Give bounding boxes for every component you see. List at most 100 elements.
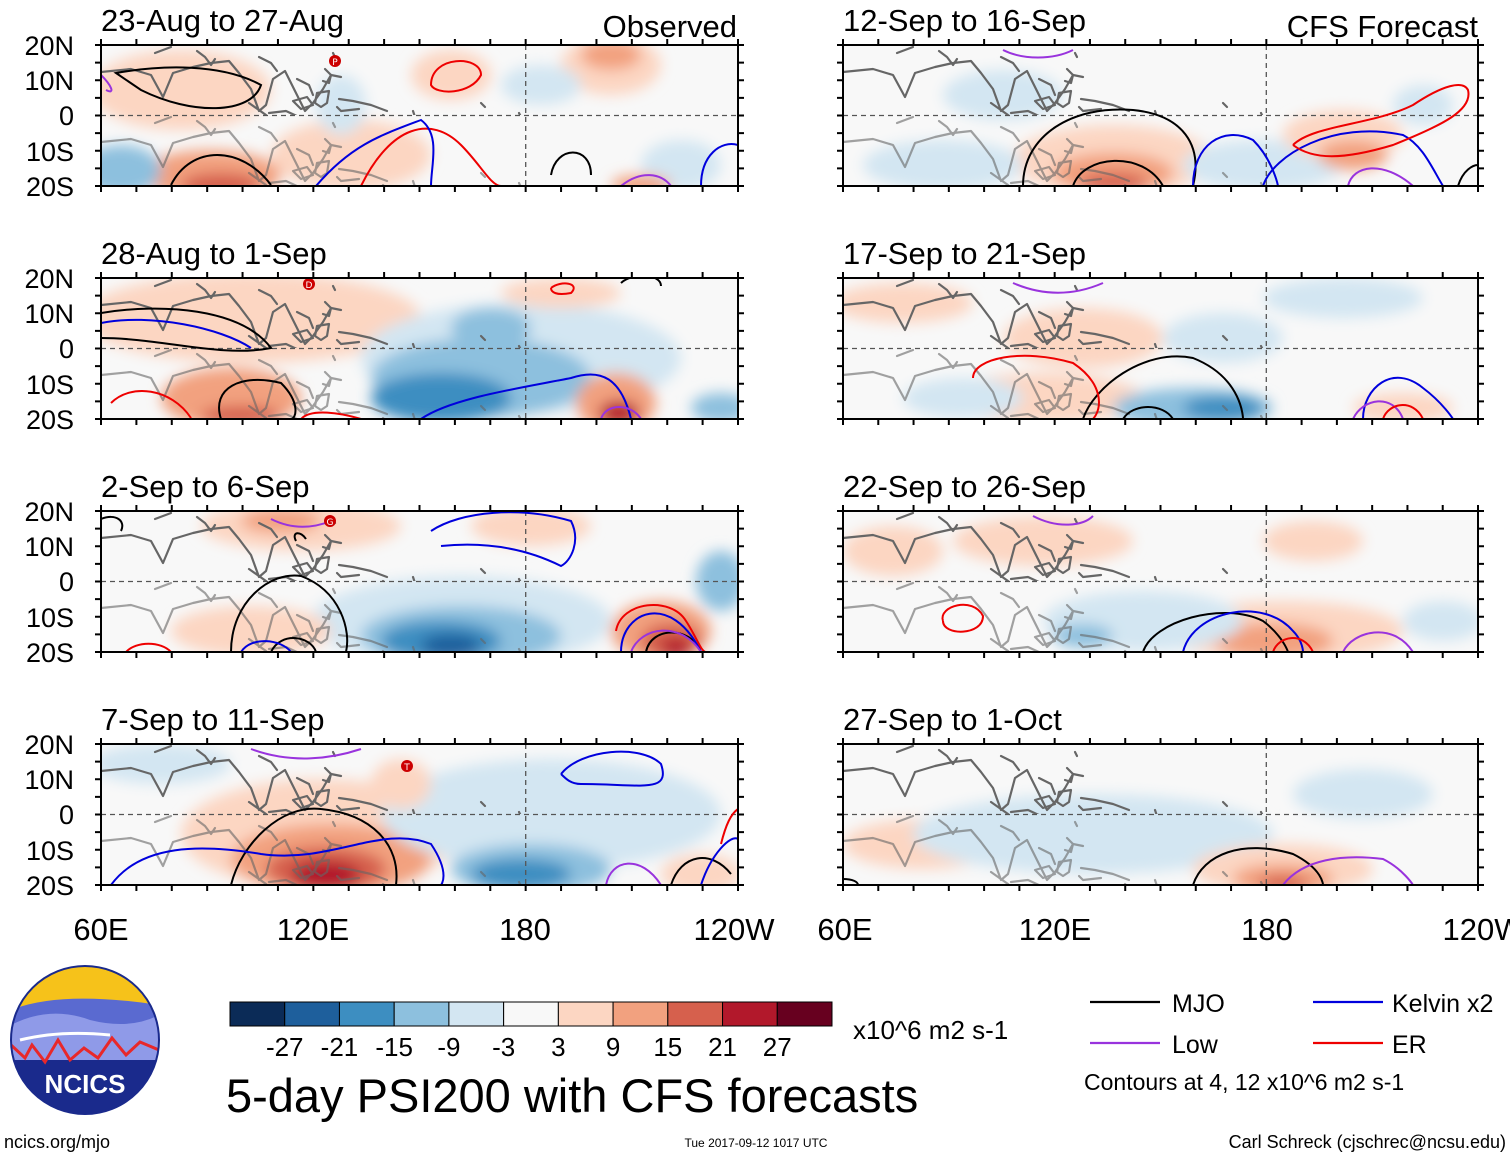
panel-3-date: 2-Sep to 6-Sep — [101, 469, 310, 504]
colorbar: -27 -21 -15 -9 -3 3 9 15 21 27 — [229, 1001, 833, 1062]
lat-labels-row-2: 20N 10N 0 10S 20S — [24, 264, 74, 435]
legend-note: Contours at 4, 12 x10^6 m2 s-1 — [1084, 1069, 1404, 1095]
lon-label-120e: 120E — [277, 912, 349, 947]
panel-6: 17-Sep to 21-Sep — [842, 236, 1479, 420]
panel-7-map — [843, 511, 1478, 652]
svg-text:Kelvin x2: Kelvin x2 — [1392, 990, 1493, 1018]
colorbar-swatch — [393, 1001, 450, 1027]
footer-timestamp: Tue 2017-09-12 1017 UTC — [685, 1136, 828, 1150]
legend-item-er: ER — [1313, 1031, 1427, 1059]
lat-label-10s: 10S — [26, 603, 74, 633]
legend-item-kelvin: Kelvin x2 — [1313, 990, 1493, 1018]
panel-4-date: 7-Sep to 11-Sep — [101, 702, 324, 737]
lat-label-eq: 0 — [59, 101, 74, 131]
lon-label-120w: 120W — [1443, 912, 1510, 947]
lat-label-10n: 10N — [24, 532, 74, 562]
panel-8-map — [843, 744, 1478, 885]
panel-3-map: G — [101, 511, 738, 652]
colorbar-tick-label: 15 — [653, 1032, 682, 1062]
lon-label-60e: 60E — [73, 912, 128, 947]
colorbar-swatch — [284, 1001, 340, 1027]
lat-label-eq: 0 — [59, 800, 74, 830]
colorbar-tick-label: 3 — [551, 1032, 565, 1062]
legend-item-low: Low — [1090, 1031, 1219, 1059]
svg-text:P: P — [332, 58, 338, 68]
panel-5: 12-Sep to 16-Sep CFS Forecast — [842, 3, 1479, 187]
colorbar-tick-label: -27 — [266, 1032, 304, 1062]
colorbar-units: x10^6 m2 s-1 — [853, 1015, 1008, 1045]
lat-label-20n: 20N — [24, 31, 74, 61]
lat-label-eq: 0 — [59, 334, 74, 364]
axis-ticks — [95, 39, 1484, 891]
colorbar-swatch — [503, 1001, 559, 1027]
panel-8: 27-Sep to 1-Oct — [842, 702, 1479, 886]
ncics-logo: NCICS — [10, 965, 160, 1115]
panel-2-date: 28-Aug to 1-Sep — [101, 236, 327, 271]
panel-1-map: P — [101, 45, 738, 186]
panel-2: 28-Aug to 1-Sep — [100, 236, 739, 420]
panel-1: 23-Aug to 27-Aug Observed — [100, 3, 739, 187]
logo-text: NCICS — [45, 1069, 126, 1099]
forecast-column-label: CFS Forecast — [1287, 9, 1479, 44]
figure-title: 5-day PSI200 with CFS forecasts — [226, 1069, 918, 1122]
lon-label-60e: 60E — [817, 912, 872, 947]
storm-marker-g: G — [324, 515, 336, 528]
footer-url: ncics.org/mjo — [4, 1132, 110, 1152]
panel-7: 22-Sep to 26-Sep — [842, 469, 1479, 653]
colorbar-swatch — [229, 1001, 286, 1027]
panel-4: 7-Sep to 11-Sep — [100, 702, 739, 886]
lat-label-20n: 20N — [24, 497, 74, 527]
svg-text:ER: ER — [1392, 1031, 1427, 1059]
lat-label-eq: 0 — [59, 567, 74, 597]
colorbar-swatch — [448, 1001, 505, 1027]
lat-label-20s: 20S — [26, 172, 74, 202]
colorbar-tick-label: -9 — [437, 1032, 460, 1062]
panel-6-date: 17-Sep to 21-Sep — [843, 236, 1086, 271]
lat-label-10n: 10N — [24, 66, 74, 96]
lat-label-10s: 10S — [26, 370, 74, 400]
panel-3: 2-Sep to 6-Sep — [100, 469, 739, 653]
colorbar-swatch — [776, 1001, 833, 1027]
panel-7-date: 22-Sep to 26-Sep — [843, 469, 1086, 504]
colorbar-swatch — [722, 1001, 778, 1027]
svg-text:G: G — [327, 518, 334, 528]
lat-label-20n: 20N — [24, 264, 74, 294]
lat-label-20s: 20S — [26, 405, 74, 435]
colorbar-tick-label: -21 — [321, 1032, 359, 1062]
lat-label-20s: 20S — [26, 638, 74, 668]
panel-8-date: 27-Sep to 1-Oct — [843, 702, 1062, 737]
panel-5-date: 12-Sep to 16-Sep — [843, 3, 1086, 38]
svg-text:Low: Low — [1172, 1031, 1219, 1059]
lat-label-10n: 10N — [24, 765, 74, 795]
lat-label-20n: 20N — [24, 730, 74, 760]
legend: MJO Kelvin x2 Low ER Contours at 4, 12 x… — [1084, 990, 1493, 1095]
lat-label-10s: 10S — [26, 137, 74, 167]
panel-6-map — [843, 278, 1478, 419]
lat-label-10s: 10S — [26, 836, 74, 866]
lon-labels-left: 60E 120E 180 120W — [73, 912, 775, 947]
colorbar-tick-label: -15 — [375, 1032, 413, 1062]
panel-2-map: D — [101, 278, 738, 419]
colorbar-swatch — [338, 1001, 395, 1027]
colorbar-tick-label: 21 — [708, 1032, 737, 1062]
colorbar-swatch — [557, 1001, 614, 1027]
observed-column-label: Observed — [603, 9, 737, 44]
lat-label-20s: 20S — [26, 871, 74, 901]
storm-marker-t: T — [401, 760, 413, 773]
footer-credit: Carl Schreck (cjschrec@ncsu.edu) — [1229, 1132, 1506, 1152]
lon-labels-right: 60E 120E 180 120W — [817, 912, 1510, 947]
lon-label-180: 180 — [1241, 912, 1293, 947]
panel-5-map — [843, 45, 1478, 186]
svg-text:D: D — [306, 281, 313, 291]
lat-labels-row-4: 20N 10N 0 10S 20S — [24, 730, 74, 901]
lon-label-180: 180 — [499, 912, 551, 947]
svg-text:MJO: MJO — [1172, 990, 1225, 1018]
colorbar-tick-label: 27 — [763, 1032, 792, 1062]
storm-marker-p: P — [329, 55, 341, 68]
lon-label-120e: 120E — [1019, 912, 1091, 947]
storm-marker-d: D — [303, 278, 315, 291]
lat-labels-row-3: 20N 10N 0 10S 20S — [24, 497, 74, 668]
svg-text:T: T — [403, 763, 410, 773]
panel-4-map: T — [101, 744, 738, 885]
